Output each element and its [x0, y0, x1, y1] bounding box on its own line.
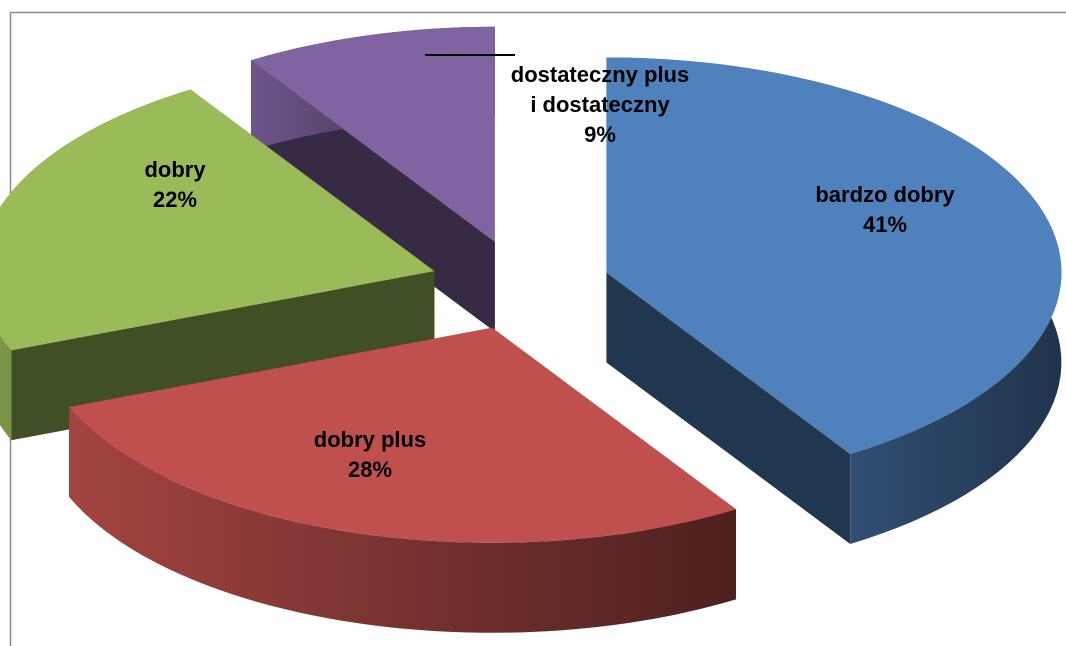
data-label: dostateczny plus i dostateczny 9% [505, 60, 695, 150]
label-category: dobry [144, 157, 206, 182]
slice [606, 57, 1062, 454]
data-label: bardzo dobry 41% [755, 180, 1015, 240]
label-value: 22% [152, 187, 198, 212]
slice-side [11, 271, 435, 441]
data-label: dobry plus 28% [260, 425, 480, 485]
label-category: dostateczny plus i dostateczny [510, 62, 690, 117]
label-category: bardzo dobry [815, 182, 955, 207]
slice-side [69, 406, 736, 633]
slice [69, 327, 736, 543]
label-category: dobry plus [313, 427, 427, 452]
label-value: 9% [584, 122, 616, 147]
slice [251, 26, 495, 242]
label-value: 41% [862, 212, 908, 237]
data-label: dobry 22% [95, 155, 255, 215]
slice [0, 89, 435, 351]
slice-side [606, 272, 851, 544]
label-value: 28% [347, 457, 393, 482]
